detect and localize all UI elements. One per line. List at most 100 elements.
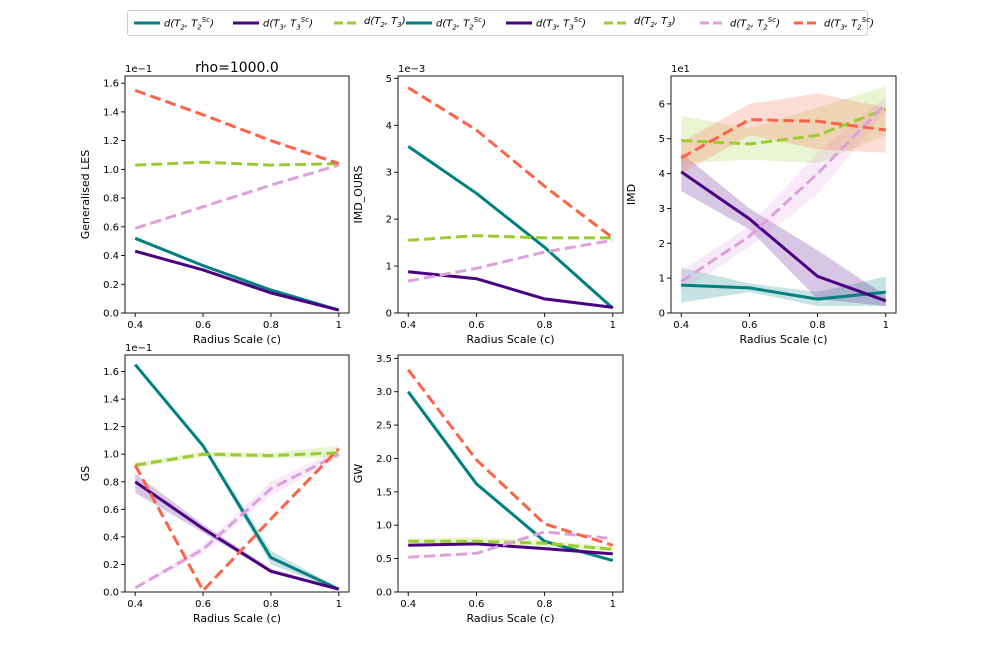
legend-swatch xyxy=(604,21,630,25)
legend-label: d(T2, T3) xyxy=(364,16,406,29)
y-tick-label: 2.5 xyxy=(376,421,392,432)
x-tick-label: 1 xyxy=(610,599,616,610)
y-axis-label: GW xyxy=(352,464,365,484)
legend-label: d(T2, T3) xyxy=(634,16,676,29)
x-tick-label: 0.6 xyxy=(195,599,211,610)
axes-frame xyxy=(124,354,350,593)
chart-panel-2: 0.4 0.6 0.8 1 0 1 2 3 4 5 Radius Scale (c) IMD_OURS… xyxy=(352,64,624,346)
x-tick-label: 0.6 xyxy=(468,320,484,331)
y-tick-label: 0.0 xyxy=(103,309,119,320)
y-tick-label: 0.5 xyxy=(376,554,392,565)
legend-label: d(T3, T2Sc) xyxy=(824,16,874,32)
plot-area xyxy=(406,368,614,563)
x-tick-label: 0.4 xyxy=(400,599,416,610)
legend: d(T2, T2Sc) d(T3, T3Sc) d(T2, T3) d(T2, T2S… xyxy=(127,10,874,36)
axis-scale-label: 1e−3 xyxy=(398,64,425,75)
series-line xyxy=(407,368,614,547)
y-tick-label: 1.6 xyxy=(103,367,119,378)
y-tick-label: 0.2 xyxy=(103,560,119,571)
series-line xyxy=(134,480,340,591)
legend-swatch xyxy=(506,21,532,25)
axes-frame xyxy=(397,75,624,314)
legend-swatch xyxy=(700,21,726,25)
legend-swatch xyxy=(334,21,360,25)
x-axis-label: Radius Scale (c) xyxy=(193,612,281,625)
y-tick-label: 1.0 xyxy=(103,450,119,461)
x-tick-label: 0.4 xyxy=(673,320,689,331)
legend-swatch xyxy=(233,21,259,25)
series-line xyxy=(134,88,340,166)
x-tick-label: 0.4 xyxy=(127,320,143,331)
chart-panel-1: 0.4 0.6 0.8 1 0.0 0.2 0.4 0.6 0.8 1.0 1.2 1.4 1.6 Rad… xyxy=(79,64,350,346)
legend-swatch xyxy=(134,21,160,25)
series-line xyxy=(407,238,614,283)
y-tick-label: 0.8 xyxy=(103,477,119,488)
series-line xyxy=(135,160,339,167)
y-tick-label: 0.0 xyxy=(103,588,119,599)
y-axis-label: IMD_OURS xyxy=(352,165,365,223)
series-line xyxy=(133,447,340,592)
y-tick-label: 0.4 xyxy=(103,251,119,262)
y-tick-label: 0.0 xyxy=(376,588,392,599)
y-tick-label: 0 xyxy=(386,309,392,320)
legend-label: d(T3, T3Sc) xyxy=(263,16,313,32)
y-tick-label: 3 xyxy=(659,204,665,215)
y-tick-label: 1.2 xyxy=(103,136,119,147)
series-line xyxy=(407,145,614,310)
series-line xyxy=(134,249,340,312)
chart-panel-4: 0.4 0.6 0.8 1 0.0 0.2 0.4 0.6 0.8 1.0 1.2 1.4 1.6 Rad… xyxy=(79,343,350,625)
x-tick-label: 0.8 xyxy=(537,320,553,331)
y-tick-label: 0.6 xyxy=(103,505,119,516)
legend-label: d(T2, T2Sc) xyxy=(436,16,486,32)
series-line xyxy=(680,102,887,283)
figure-title: rho=1000.0 xyxy=(195,60,279,76)
y-axis-label: GS xyxy=(79,466,92,482)
plot-area xyxy=(680,86,887,306)
axis-scale-label: 1e−1 xyxy=(125,343,152,354)
y-tick-label: 3.0 xyxy=(376,387,392,398)
y-tick-label: 1.4 xyxy=(103,107,119,118)
series-line xyxy=(681,107,887,146)
y-tick-label: 4 xyxy=(659,169,665,180)
series-line xyxy=(408,234,613,242)
legend-swatch xyxy=(406,21,432,25)
x-tick-label: 0.6 xyxy=(468,599,484,610)
series-band xyxy=(135,445,339,468)
x-tick-label: 0.8 xyxy=(537,599,553,610)
y-tick-label: 6 xyxy=(659,99,665,110)
y-tick-label: 2 xyxy=(386,215,392,226)
y-axis-label: Generalised LES xyxy=(79,150,92,239)
y-tick-label: 1.6 xyxy=(103,79,119,90)
x-tick-label: 0.6 xyxy=(741,320,757,331)
y-tick-label: 1.0 xyxy=(103,165,119,176)
x-tick-label: 1 xyxy=(336,599,342,610)
x-tick-label: 0.4 xyxy=(400,320,416,331)
x-tick-label: 1 xyxy=(336,320,342,331)
y-tick-label: 5 xyxy=(659,134,665,145)
y-tick-label: 1.0 xyxy=(376,521,392,532)
chart-panel-5: 0.4 0.6 0.8 1 0.0 0.5 1.0 1.5 2.0 2.5 3.0 3.5 Radius… xyxy=(352,354,624,625)
series-line xyxy=(408,270,613,309)
x-tick-label: 0.8 xyxy=(263,320,279,331)
x-tick-label: 1 xyxy=(610,320,616,331)
x-axis-label: Radius Scale (c) xyxy=(739,333,827,346)
x-tick-label: 0.6 xyxy=(195,320,211,331)
legend-swatch xyxy=(794,21,820,25)
series-line xyxy=(680,170,887,303)
y-tick-label: 4 xyxy=(386,121,392,132)
plot-area xyxy=(133,363,340,592)
x-tick-label: 1 xyxy=(883,320,889,331)
series-line xyxy=(134,163,340,230)
y-tick-label: 0.2 xyxy=(103,280,119,291)
legend-label: d(T2, T2Sc) xyxy=(730,16,780,32)
y-tick-label: 0.8 xyxy=(103,194,119,205)
series-band xyxy=(681,96,886,293)
axes-frame xyxy=(397,354,624,593)
y-tick-label: 3.5 xyxy=(376,354,392,365)
axis-scale-label: 1e1 xyxy=(671,64,690,75)
y-tick-label: 3 xyxy=(386,168,392,179)
y-tick-label: 1 xyxy=(659,274,665,285)
series-line xyxy=(407,86,614,240)
y-tick-label: 1.5 xyxy=(376,487,392,498)
